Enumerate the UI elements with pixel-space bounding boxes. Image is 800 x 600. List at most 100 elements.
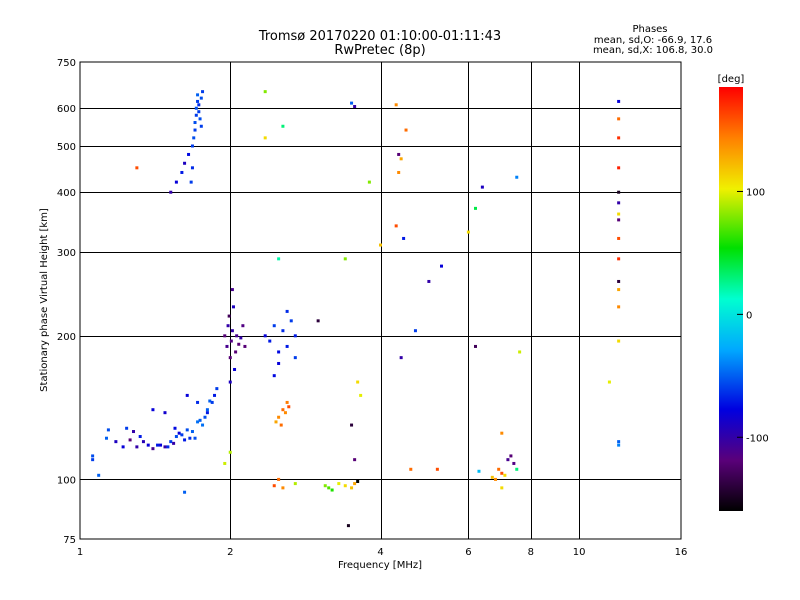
data-point	[183, 490, 187, 494]
data-point	[350, 486, 354, 490]
x-tick-label: 8	[528, 547, 534, 558]
data-point	[268, 339, 272, 343]
data-point	[617, 305, 621, 309]
data-point	[274, 420, 278, 424]
data-point	[506, 458, 510, 462]
data-point	[356, 380, 360, 384]
data-point	[215, 387, 219, 391]
data-point	[213, 393, 217, 397]
data-point	[494, 477, 498, 481]
title-block: Tromsø 20170220 01:10:00-01:11:43 RwPret…	[258, 29, 501, 58]
data-point	[263, 136, 267, 140]
data-point	[503, 473, 507, 477]
data-point	[515, 467, 519, 471]
data-point	[180, 170, 184, 174]
data-point	[343, 484, 347, 488]
data-point	[194, 106, 198, 110]
data-point	[617, 136, 621, 140]
data-point	[379, 243, 382, 247]
data-point	[500, 471, 504, 475]
data-point	[277, 361, 281, 365]
data-point	[125, 426, 129, 430]
data-point	[230, 288, 234, 292]
data-point	[617, 257, 621, 261]
colorbar: [deg] 100 0 -100	[718, 74, 769, 511]
x-tick-label: 6	[465, 547, 471, 558]
y-tick-label: 100	[57, 475, 76, 486]
data-point	[169, 190, 173, 194]
data-point	[201, 90, 205, 94]
data-point	[323, 484, 327, 488]
data-point	[353, 105, 357, 109]
data-point	[397, 170, 401, 174]
data-point	[190, 430, 194, 434]
y-axis-label: Stationary phase Virtual Height [km]	[39, 208, 50, 392]
data-point	[97, 473, 101, 477]
y-tick-label: 400	[57, 188, 76, 199]
data-point	[138, 435, 142, 439]
data-point	[146, 443, 150, 447]
data-point	[272, 324, 276, 328]
data-point	[174, 180, 178, 184]
data-point	[277, 415, 281, 419]
data-point	[210, 400, 214, 404]
data-point	[193, 436, 197, 440]
data-point	[203, 415, 207, 419]
data-point	[169, 440, 173, 444]
data-point	[173, 426, 177, 430]
data-point	[473, 344, 477, 348]
data-point	[285, 309, 289, 313]
data-point	[135, 166, 139, 170]
data-point	[359, 393, 363, 397]
data-point	[205, 408, 209, 412]
phase-info-o-mode: mean, sd,O: -66.9, 17.6	[594, 35, 712, 46]
x-tick-label: 2	[227, 547, 233, 558]
data-point	[289, 319, 293, 323]
data-point	[316, 319, 320, 323]
data-point	[397, 152, 401, 156]
data-point	[617, 117, 621, 121]
data-point	[427, 279, 431, 283]
data-point	[185, 428, 189, 432]
data-point	[177, 431, 181, 435]
data-point	[617, 288, 621, 292]
data-point	[293, 356, 297, 360]
x-tick-label: 10	[573, 547, 586, 558]
data-point	[196, 400, 200, 404]
data-point	[293, 482, 297, 486]
data-point	[194, 113, 198, 117]
data-point	[356, 479, 360, 483]
data-point	[227, 314, 231, 318]
y-tick-label: 500	[57, 142, 76, 153]
data-point	[277, 350, 281, 354]
data-point	[409, 467, 413, 471]
data-point	[617, 190, 621, 194]
data-point	[509, 454, 513, 458]
data-point	[197, 103, 201, 107]
data-point	[500, 431, 504, 435]
data-point	[172, 441, 176, 445]
data-point	[346, 524, 350, 528]
data-point	[229, 339, 233, 343]
y-axis: 75 100 200 300 400 500 600 750	[57, 58, 76, 546]
grid	[80, 62, 681, 539]
data-point	[617, 212, 621, 216]
y-tick-label: 300	[57, 248, 76, 259]
data-point	[128, 438, 132, 442]
data-point	[272, 484, 276, 488]
data-point	[237, 342, 241, 346]
data-point	[285, 400, 289, 404]
data-point	[353, 458, 357, 462]
data-point	[91, 454, 95, 458]
data-point	[263, 334, 267, 338]
y-tick-label: 750	[57, 58, 76, 69]
colorbar-ticks: 100 0 -100	[737, 187, 769, 444]
data-point	[394, 103, 398, 107]
data-point	[233, 367, 237, 371]
chart-subtitle: RwPretec (8p)	[334, 43, 425, 58]
data-point	[241, 324, 245, 328]
data-point	[399, 356, 403, 360]
data-point	[277, 257, 281, 261]
data-point	[199, 124, 203, 128]
data-point	[402, 236, 406, 240]
